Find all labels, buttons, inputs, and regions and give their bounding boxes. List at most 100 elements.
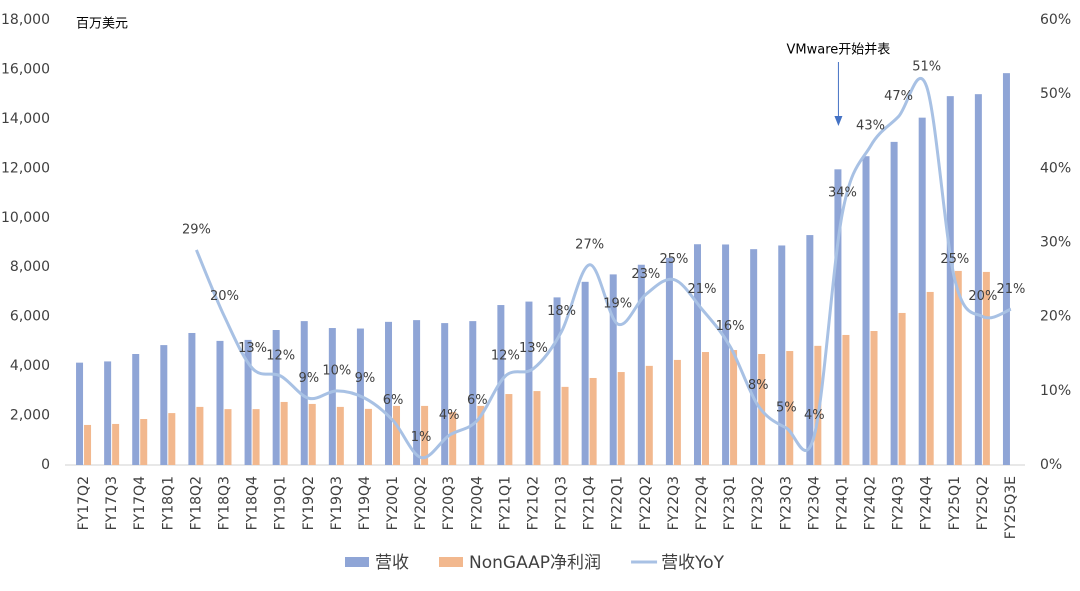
data-label: 9% bbox=[298, 371, 319, 386]
bar bbox=[898, 312, 906, 465]
bar bbox=[701, 352, 709, 465]
bar bbox=[842, 334, 850, 465]
bar bbox=[168, 413, 176, 465]
bar bbox=[533, 391, 541, 465]
y2-tick-label: 10% bbox=[1040, 383, 1071, 399]
x-tick-label: FY18Q1 bbox=[160, 476, 176, 530]
data-label: 51% bbox=[912, 59, 941, 74]
x-tick-label: FY19Q3 bbox=[329, 476, 345, 530]
bar bbox=[160, 345, 168, 465]
y-tick-label: 0 bbox=[41, 457, 50, 473]
bar bbox=[814, 345, 822, 465]
y2-tick-label: 40% bbox=[1040, 160, 1071, 176]
data-label: 6% bbox=[467, 393, 488, 408]
data-label: 27% bbox=[575, 237, 604, 252]
legend-label: NonGAAP净利润 bbox=[469, 553, 601, 573]
bar bbox=[581, 281, 589, 465]
bar bbox=[497, 305, 505, 465]
data-label: 20% bbox=[968, 289, 997, 304]
data-label: 16% bbox=[716, 319, 745, 334]
bar bbox=[421, 405, 429, 465]
x-tick-label: FY19Q1 bbox=[273, 476, 289, 530]
x-tick-label: FY20Q1 bbox=[385, 476, 401, 530]
bar bbox=[216, 340, 224, 465]
bar bbox=[477, 405, 485, 465]
x-tick-label: FY25Q1 bbox=[947, 476, 963, 530]
x-tick-label: FY19Q2 bbox=[301, 476, 317, 530]
bar bbox=[609, 274, 617, 465]
bar bbox=[385, 321, 393, 465]
bar bbox=[328, 328, 336, 465]
data-label: 47% bbox=[884, 89, 913, 104]
data-label: 12% bbox=[491, 349, 520, 364]
bar bbox=[722, 244, 730, 465]
data-label: 13% bbox=[519, 341, 548, 356]
x-tick-label: FY17Q3 bbox=[104, 476, 120, 530]
unit-label: 百万美元 bbox=[76, 17, 128, 32]
x-tick-label: FY23Q2 bbox=[750, 476, 766, 530]
bar bbox=[637, 264, 645, 465]
y-tick-label: 6,000 bbox=[10, 309, 50, 325]
bar bbox=[974, 94, 982, 466]
x-tick-label: FY18Q3 bbox=[216, 476, 232, 530]
line bbox=[195, 76, 1012, 460]
bar bbox=[870, 331, 878, 465]
data-label: 18% bbox=[547, 304, 576, 319]
bar bbox=[946, 96, 954, 466]
x-tick-label: FY22Q2 bbox=[638, 476, 654, 530]
bar bbox=[449, 412, 457, 465]
data-label: 43% bbox=[856, 119, 885, 134]
bar bbox=[834, 169, 842, 466]
arrow-head bbox=[834, 116, 843, 126]
legend-swatch bbox=[345, 557, 369, 567]
x-tick-label: FY23Q4 bbox=[806, 476, 822, 530]
bar bbox=[272, 330, 280, 465]
bar bbox=[750, 249, 758, 465]
data-label: 34% bbox=[828, 185, 857, 200]
y-tick-label: 14,000 bbox=[1, 111, 50, 127]
legend-label: 营收YoY bbox=[661, 553, 725, 573]
data-label: 4% bbox=[804, 408, 825, 423]
bar bbox=[553, 297, 561, 465]
x-tick-label: FY22Q4 bbox=[694, 476, 710, 530]
data-label: 20% bbox=[210, 289, 239, 304]
x-tick-label: FY25Q2 bbox=[975, 476, 991, 530]
y-tick-label: 10,000 bbox=[1, 210, 50, 226]
bar bbox=[561, 386, 569, 465]
y-tick-label: 16,000 bbox=[1, 61, 50, 77]
x-tick-label: FY25Q3E bbox=[1003, 476, 1019, 539]
data-label: 29% bbox=[182, 222, 211, 237]
x-tick-label: FY20Q2 bbox=[413, 476, 429, 530]
bar bbox=[244, 339, 252, 465]
data-label: 4% bbox=[439, 408, 460, 423]
bar bbox=[224, 409, 232, 465]
bar bbox=[336, 406, 344, 465]
bar bbox=[730, 350, 738, 465]
bar bbox=[84, 424, 92, 465]
x-tick-label: FY24Q4 bbox=[919, 476, 935, 530]
data-label: 9% bbox=[355, 371, 376, 386]
x-tick-label: FY18Q4 bbox=[245, 476, 261, 530]
bar bbox=[300, 321, 308, 465]
y2-tick-label: 30% bbox=[1040, 235, 1071, 251]
data-label: 1% bbox=[411, 430, 432, 445]
x-tick-label: FY24Q1 bbox=[834, 476, 850, 530]
y2-tick-label: 20% bbox=[1040, 309, 1071, 325]
bar bbox=[505, 394, 513, 465]
data-label: 21% bbox=[997, 282, 1026, 297]
bar bbox=[364, 408, 372, 465]
y-tick-label: 18,000 bbox=[1, 12, 50, 28]
bar bbox=[918, 117, 926, 466]
x-tick-label: FY22Q1 bbox=[610, 476, 626, 530]
y2-tick-label: 50% bbox=[1040, 86, 1071, 102]
x-tick-label: FY24Q3 bbox=[891, 476, 907, 530]
bar bbox=[890, 141, 898, 465]
bar bbox=[645, 365, 653, 465]
x-tick-label: FY21Q4 bbox=[582, 476, 598, 530]
bar bbox=[673, 359, 681, 465]
bar bbox=[806, 235, 814, 465]
x-tick-label: FY21Q3 bbox=[554, 476, 570, 530]
data-label: 10% bbox=[322, 363, 351, 378]
bar bbox=[954, 270, 962, 465]
